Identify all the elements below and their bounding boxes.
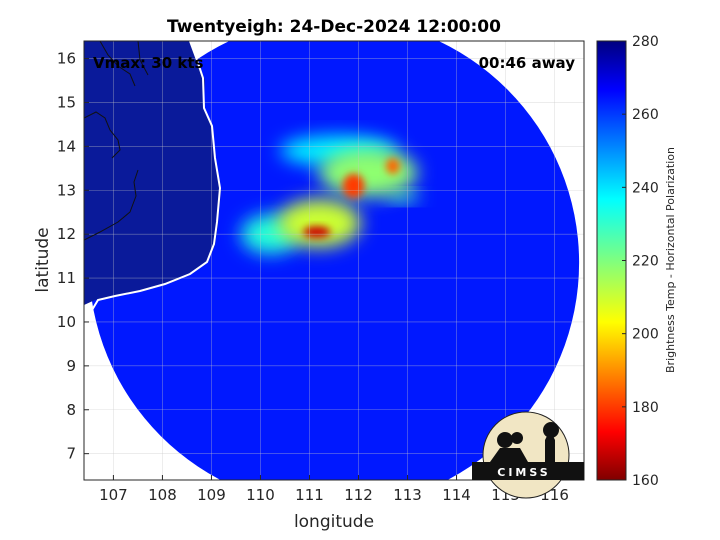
y-tick-label: 10 xyxy=(57,313,76,331)
y-tick-label: 16 xyxy=(57,50,76,68)
coastline xyxy=(85,41,222,323)
x-tick-label: 110 xyxy=(246,486,275,504)
land-layer xyxy=(84,41,221,305)
convection-feature xyxy=(385,191,420,203)
x-axis-label: longitude xyxy=(294,512,374,532)
axis-ticks: 107 108 109 110 111 112 113 114 115 1167891011121… xyxy=(57,50,569,504)
y-tick-label: 7 xyxy=(66,445,76,463)
colorbar-tick-label: 260 xyxy=(632,107,659,123)
cimss-logo: CIMSS xyxy=(472,411,584,499)
convection-feature xyxy=(303,226,331,238)
y-tick-label: 11 xyxy=(57,269,76,287)
y-axis-label: latitude xyxy=(33,227,53,292)
chart-title: Twentyeigh: 24-Dec-2024 12:00:00 xyxy=(167,17,501,37)
colorbar-tick-label: 280 xyxy=(632,34,659,50)
x-tick-label: 109 xyxy=(197,486,226,504)
convection-feature xyxy=(319,148,418,197)
colorbar-tick-label: 180 xyxy=(632,400,659,416)
y-tick-label: 9 xyxy=(66,357,76,375)
y-tick-label: 15 xyxy=(57,93,76,111)
grid-lines xyxy=(84,41,584,480)
x-tick-label: 107 xyxy=(99,486,128,504)
y-tick-label: 12 xyxy=(57,225,76,243)
land-mass xyxy=(84,41,221,305)
colorbar xyxy=(596,40,627,481)
time-offset-label: 00:46 away xyxy=(479,54,576,72)
colorbar-tick-label: 240 xyxy=(632,180,659,196)
logo-text: CIMSS xyxy=(497,466,550,479)
colorbar-tick-label: 200 xyxy=(632,327,659,343)
y-tick-label: 8 xyxy=(66,401,76,419)
colorbar-tick-label: 160 xyxy=(632,473,659,489)
axes-box xyxy=(83,40,585,481)
x-tick-label: 114 xyxy=(442,486,471,504)
convection-feature xyxy=(385,158,400,175)
colorbar-ticks: 160 180 200 220 240 260 280 xyxy=(622,34,659,489)
y-tick-label: 13 xyxy=(57,181,76,199)
x-tick-label: 113 xyxy=(393,486,422,504)
colorbar-tick-label: 220 xyxy=(632,254,659,270)
convection-feature xyxy=(342,173,365,199)
x-tick-label: 112 xyxy=(344,486,373,504)
y-tick-label: 14 xyxy=(57,137,76,155)
x-tick-label: 108 xyxy=(148,486,177,504)
x-tick-label: 111 xyxy=(295,486,324,504)
border-lines xyxy=(84,41,149,241)
colorbar-label: Brightness Temp - Horizontal Polarizatio… xyxy=(664,147,677,373)
vmax-label: Vmax: 30 kts xyxy=(93,54,203,72)
convection-feature xyxy=(277,199,361,248)
